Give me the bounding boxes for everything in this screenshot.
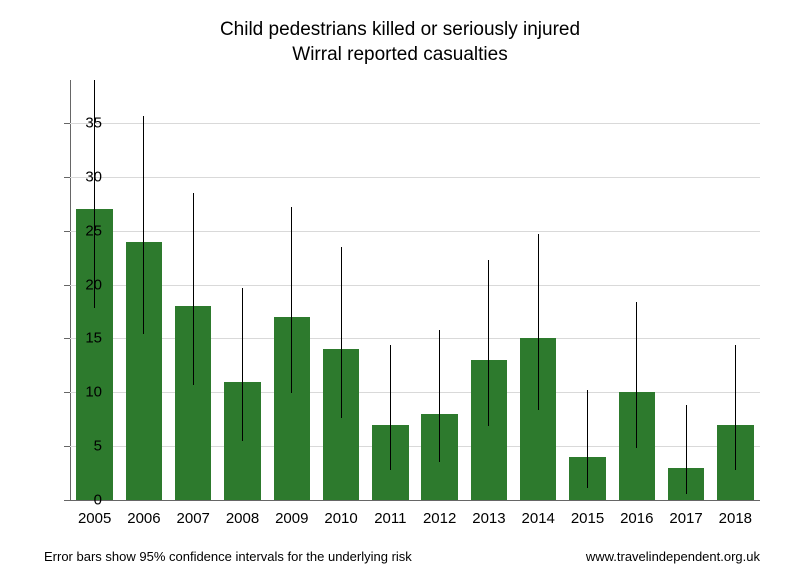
x-tick-label: 2012 [423, 510, 456, 527]
x-tick-label: 2006 [127, 510, 160, 527]
x-tick-label: 2014 [522, 510, 555, 527]
error-bar [143, 116, 144, 335]
error-bar [193, 193, 194, 385]
x-tick-label: 2005 [78, 510, 111, 527]
error-bar [439, 330, 440, 462]
y-tick-label: 30 [62, 168, 102, 185]
gridline [70, 285, 760, 286]
error-bar [291, 207, 292, 393]
error-bar [341, 247, 342, 418]
gridline [70, 231, 760, 232]
gridline [70, 392, 760, 393]
gridline [70, 177, 760, 178]
chart-container: Child pedestrians killed or seriously in… [0, 0, 800, 580]
x-tick-label: 2007 [177, 510, 210, 527]
y-tick-label: 5 [62, 438, 102, 455]
y-tick-label: 25 [62, 222, 102, 239]
gridline [70, 338, 760, 339]
y-tick-label: 10 [62, 384, 102, 401]
x-tick-label: 2017 [669, 510, 702, 527]
x-tick-label: 2016 [620, 510, 653, 527]
error-bar [735, 345, 736, 470]
error-bar [538, 234, 539, 410]
footer-note-right: www.travelindependent.org.uk [586, 549, 760, 564]
y-tick-label: 20 [62, 276, 102, 293]
y-tick-label: 35 [62, 115, 102, 132]
title-line-1: Child pedestrians killed or seriously in… [0, 18, 800, 43]
title-line-2: Wirral reported casualties [0, 43, 800, 68]
chart-title: Child pedestrians killed or seriously in… [0, 18, 800, 67]
x-axis [70, 500, 760, 501]
x-tick-label: 2009 [275, 510, 308, 527]
x-tick-label: 2018 [719, 510, 752, 527]
x-tick-label: 2008 [226, 510, 259, 527]
error-bar [242, 288, 243, 441]
error-bar [636, 302, 637, 448]
error-bar [587, 390, 588, 488]
error-bar [390, 345, 391, 470]
gridline [70, 123, 760, 124]
x-tick-label: 2013 [472, 510, 505, 527]
error-bar [488, 260, 489, 426]
plot-area [70, 80, 760, 500]
footer-note-left: Error bars show 95% confidence intervals… [44, 549, 412, 564]
x-tick-label: 2011 [374, 510, 406, 527]
x-tick-label: 2015 [571, 510, 604, 527]
y-tick-label: 15 [62, 330, 102, 347]
y-tick-label: 0 [62, 492, 102, 509]
x-tick-label: 2010 [324, 510, 357, 527]
error-bar [686, 405, 687, 493]
gridline [70, 446, 760, 447]
